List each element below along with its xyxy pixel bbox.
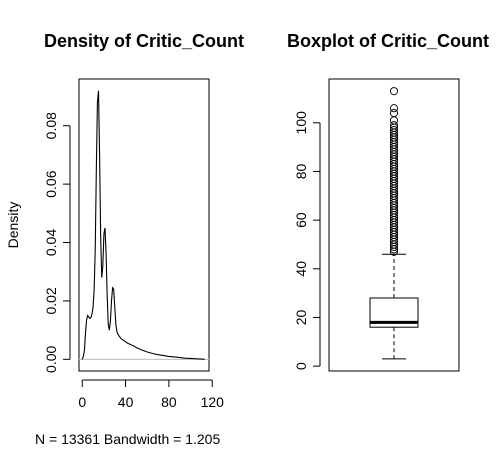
boxplot-y-tick-label: 100: [293, 111, 309, 135]
outlier-point: [389, 109, 399, 118]
boxplot-box-group: [369, 253, 419, 360]
boxplot-plot-frame: [328, 78, 460, 372]
outlier-point: [389, 245, 399, 254]
boxplot-y-tick-label: 0: [293, 362, 309, 370]
boxplot-y-tick-label: 40: [293, 261, 309, 277]
boxplot-y-tick-label: 60: [293, 212, 309, 228]
density-x-tick-label: 80: [161, 394, 177, 410]
boxplot-y-tick-label: 80: [293, 163, 309, 179]
outlier-point: [389, 87, 399, 96]
density-panel: Density of Critic_Count 0 40 80 120 0.000.0…: [5, 31, 244, 447]
density-y-tick-label: 0.02: [43, 287, 59, 314]
outlier-point: [389, 247, 399, 256]
density-title: Density of Critic_Count: [44, 31, 244, 51]
density-y-tick-label: 0.04: [43, 229, 59, 256]
density-x-tick-label: 0: [78, 394, 86, 410]
boxplot-panel: Boxplot of Critic_Count 0 20 40 60 80 100: [287, 31, 489, 372]
boxplot-y-axis: 0 20 40 60 80 100: [293, 111, 321, 370]
density-x-axis-label: N = 13361 Bandwidth = 1.205: [35, 431, 220, 447]
boxplot-y-tick-label: 20: [293, 309, 309, 325]
boxplot-outliers: [389, 87, 399, 256]
density-y-tick-label: 0.06: [43, 170, 59, 197]
density-y-tick-label: 0.00: [43, 345, 59, 372]
density-x-tick-label: 120: [201, 394, 225, 410]
boxplot-title: Boxplot of Critic_Count: [287, 31, 489, 51]
density-y-axis: 0.00 0.02 0.04 0.06 0.08: [43, 112, 71, 373]
outlier-point: [389, 104, 399, 113]
density-x-tick-label: 40: [118, 394, 134, 410]
density-y-tick-label: 0.08: [43, 112, 59, 139]
density-curve: [81, 90, 205, 360]
density-x-axis: 0 40 80 120: [78, 379, 225, 410]
outlier-point: [389, 242, 399, 251]
density-plot-frame: [78, 78, 210, 372]
density-y-axis-label: Density: [5, 202, 21, 249]
